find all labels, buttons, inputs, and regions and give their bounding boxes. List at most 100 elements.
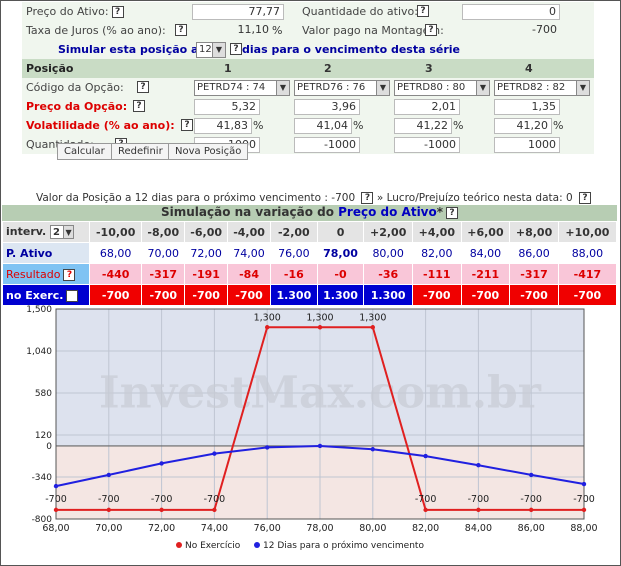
x-tick-label: 80,00	[359, 523, 386, 534]
qtd-ativo-input[interactable]: 0	[462, 3, 560, 20]
price-cell: 76,00	[270, 242, 318, 264]
help-icon[interactable]: ?	[181, 119, 193, 131]
leg-4-vol-input[interactable]: 41,20	[494, 117, 552, 134]
result-cell: -84	[227, 263, 271, 285]
leg-1-code-select[interactable]: PETRD74 : 74 ▼	[194, 79, 290, 96]
position-form: Preço do Ativo: ? 77,77 Quantidade do at…	[22, 2, 594, 154]
price-row: P. Ativo 68,00 70,00 72,00 74,00 76,00 78,00 8…	[2, 242, 618, 264]
x-tick-label: 68,00	[42, 523, 69, 534]
valor-pago-value: -700	[532, 22, 557, 36]
resultado-cell: Resultado?	[2, 263, 90, 285]
price-cell: 82,00	[412, 242, 462, 264]
y-tick-label: 580	[35, 389, 52, 399]
exerc-cell: -700	[184, 284, 229, 306]
interv-cell: interv. 2 ▼	[2, 221, 90, 243]
leg-4-qty-input[interactable]: 1000	[494, 136, 560, 153]
data-point	[317, 443, 323, 449]
help-icon[interactable]: ?	[137, 81, 149, 93]
delta-cell: +6,00	[460, 221, 511, 243]
pct: %	[253, 119, 264, 132]
leg-2-code-select[interactable]: PETRD76 : 76 ▼	[294, 79, 390, 96]
leg-1-vol-input[interactable]: 41,83	[194, 117, 252, 134]
result-cell: -417	[557, 263, 618, 285]
price-cell: 86,00	[509, 242, 559, 264]
simulation-table: interv. 2 ▼ -10,00 -8,00 -6,00 -4,00 -2,00 0 +2…	[2, 221, 618, 306]
data-point	[159, 507, 164, 513]
dias-select[interactable]: 12 ▼	[196, 41, 226, 58]
data-point	[317, 325, 323, 330]
delta-cell: +8,00	[509, 221, 559, 243]
interv-value: 2	[53, 226, 61, 238]
data-point	[106, 472, 112, 478]
exerc-cell: 1.300	[363, 284, 413, 306]
simulation-title: Simulação na variação do Preço do Ativo*…	[2, 205, 617, 221]
help-icon[interactable]: ?	[578, 192, 591, 204]
exerc-label: no Exerc.	[6, 288, 64, 302]
price-cell: 68,00	[88, 242, 143, 264]
data-point	[265, 445, 270, 450]
exerc-cell: -700	[460, 284, 511, 306]
data-label: -700	[415, 494, 437, 505]
help-icon[interactable]: ?	[66, 289, 79, 302]
help-icon[interactable]: ?	[361, 192, 374, 204]
exerc-cell: no Exerc.?	[2, 284, 90, 306]
watermark: InvestMax.com.br	[99, 368, 542, 419]
data-label: -700	[98, 494, 120, 505]
data-point	[265, 325, 270, 330]
x-tick-label: 82,00	[412, 523, 439, 534]
y-tick-label: 1,040	[26, 347, 52, 357]
delta-cell: -2,00	[270, 221, 318, 243]
juros-input[interactable]: 11,10	[237, 22, 270, 36]
help-icon[interactable]: ?	[175, 24, 187, 36]
help-icon[interactable]: ?	[446, 206, 459, 219]
preco-ativo-link[interactable]: Preço do Ativo	[338, 205, 437, 219]
result-row: Resultado? -440 -317 -191 -84 -16 -0 -36 -111 -2…	[2, 263, 618, 285]
help-icon[interactable]: ?	[111, 5, 124, 18]
leg-4-code: PETRD82 : 82	[497, 82, 566, 93]
help-icon[interactable]: ?	[133, 100, 145, 112]
help-icon[interactable]: ?	[425, 24, 437, 36]
leg-3-vol-input[interactable]: 41,22	[394, 117, 452, 134]
data-label: 1,300	[306, 312, 333, 323]
preco-ativo-label: Preço do Ativo:	[26, 5, 109, 18]
calcular-button[interactable]: Calcular	[57, 143, 112, 160]
price-cell: 70,00	[141, 242, 186, 264]
help-icon[interactable]: ?	[63, 268, 76, 281]
price-cell: 72,00	[184, 242, 229, 264]
juros-label: Taxa de Juros (% ao ano):	[26, 24, 166, 37]
leg-3-code: PETRD80 : 80	[397, 82, 466, 93]
leg-2-price-input[interactable]: 3,96	[294, 98, 360, 115]
help-icon[interactable]: ?	[230, 43, 242, 55]
pct: %	[553, 119, 564, 132]
leg-3-code-select[interactable]: PETRD80 : 80 ▼	[394, 79, 490, 96]
help-icon[interactable]: ?	[417, 5, 429, 17]
chevron-down-icon: ▼	[376, 80, 389, 95]
chevron-down-icon: ▼	[576, 80, 589, 95]
result-cell: -440	[88, 263, 143, 285]
leg-3-price-input[interactable]: 2,01	[394, 98, 460, 115]
leg-2-qty-input[interactable]: -1000	[294, 136, 360, 153]
redefinir-button[interactable]: Redefinir	[111, 143, 170, 160]
delta-cell: +2,00	[363, 221, 413, 243]
preco-ativo-input[interactable]: 77,77	[192, 3, 284, 20]
delta-cell: -10,00	[88, 221, 143, 243]
leg-2-num: 2	[324, 62, 332, 75]
leg-1-price-input[interactable]: 5,32	[194, 98, 260, 115]
x-tick-label: 86,00	[518, 523, 545, 534]
interv-select[interactable]: 2 ▼	[50, 225, 75, 240]
result-cell: -317	[509, 263, 559, 285]
summary-line: Valor da Posição a 12 dias para o próxim…	[36, 192, 591, 204]
x-tick-label: 76,00	[254, 523, 281, 534]
qtd-ativo-label: Quantidade do ativo:	[302, 5, 418, 18]
leg-3-num: 3	[425, 62, 433, 75]
leg-4-code-select[interactable]: PETRD82 : 82 ▼	[494, 79, 590, 96]
result-cell: -0	[316, 263, 365, 285]
leg-4-num: 4	[525, 62, 533, 75]
leg-2-vol-input[interactable]: 41,04	[294, 117, 352, 134]
valor-pago-label: Valor pago na Montagem:	[302, 24, 444, 37]
leg-4-price-input[interactable]: 1,35	[494, 98, 560, 115]
nova-posicao-button[interactable]: Nova Posição	[168, 143, 249, 160]
interv-label: interv.	[6, 224, 47, 238]
leg-3-qty-input[interactable]: -1000	[394, 136, 460, 153]
